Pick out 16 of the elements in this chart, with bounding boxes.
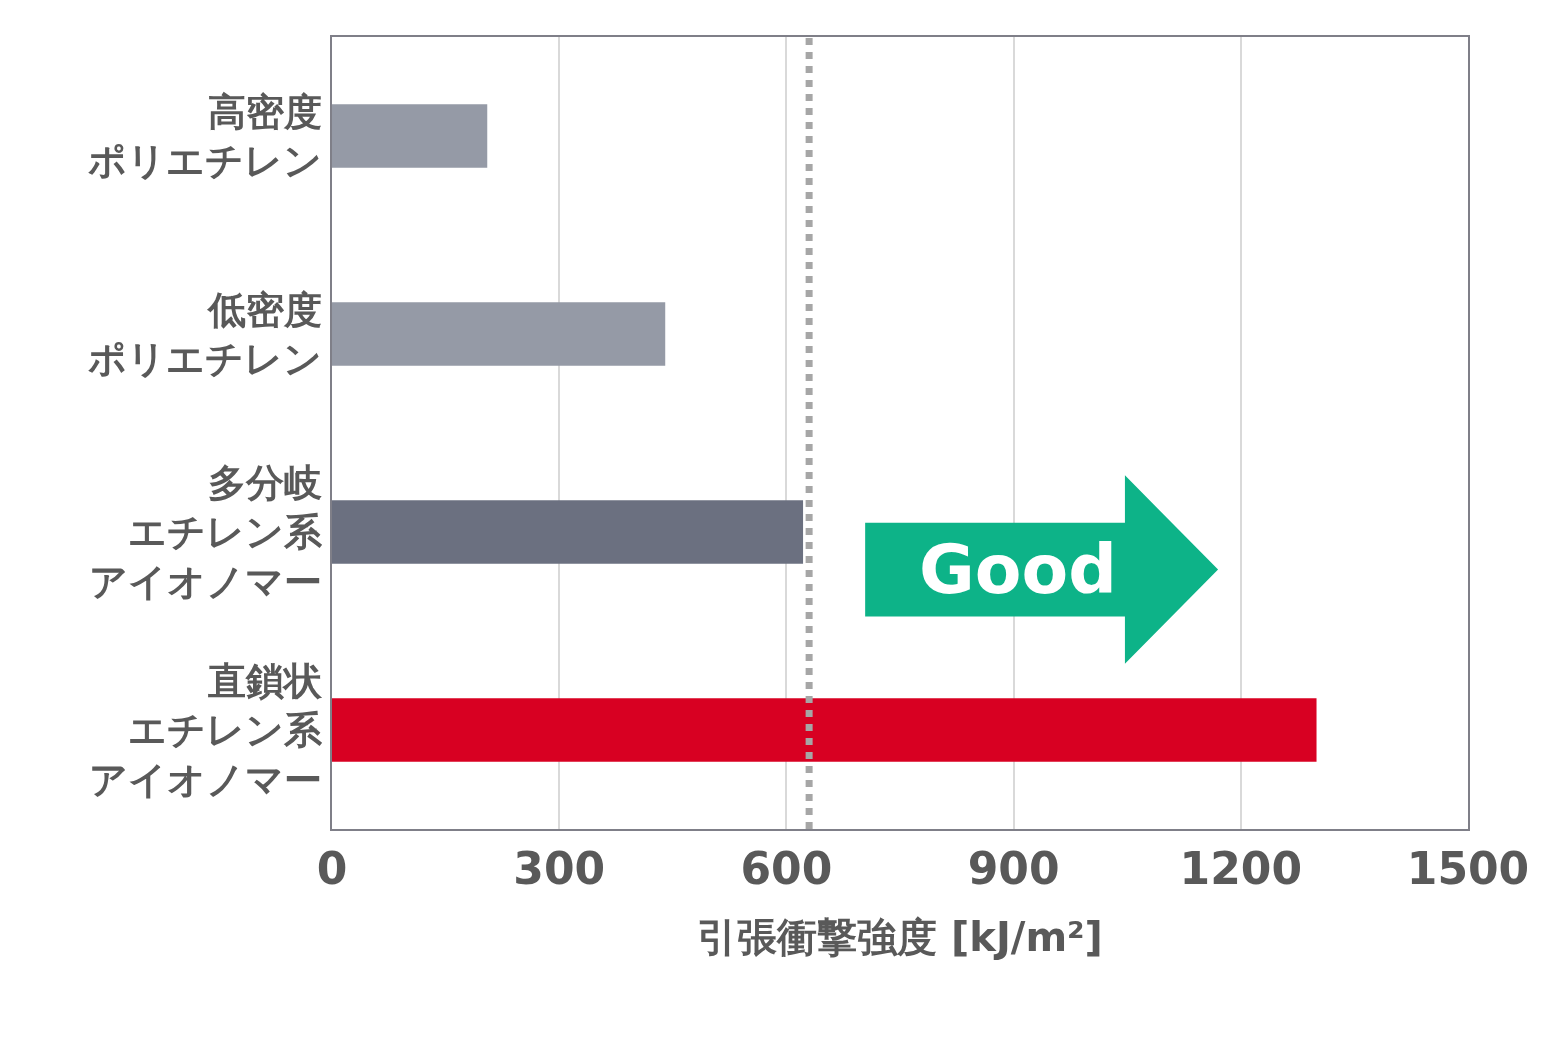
x-tick-label: 1200	[1179, 842, 1303, 894]
x-tick-label: 0	[316, 842, 348, 894]
x-axis-title: 引張衝撃強度 [kJ/m²]	[697, 913, 1103, 960]
bar	[332, 698, 1317, 762]
y-tick-label: 多分岐エチレン系アイオノマー	[89, 460, 324, 604]
x-tick-label: 600	[740, 842, 833, 894]
y-tick-label: 高密度ポリエチレン	[88, 89, 323, 183]
bar	[332, 500, 804, 564]
y-tick-label: 低密度ポリエチレン	[88, 287, 323, 381]
x-tick-label: 900	[967, 842, 1060, 894]
annotation: Good	[919, 530, 1117, 609]
x-tick-label: 300	[513, 842, 606, 894]
y-tick-label: 直鎖状エチレン系アイオノマー	[89, 658, 324, 802]
x-tick-label: 1500	[1406, 842, 1530, 894]
bar	[332, 302, 666, 366]
bar	[332, 104, 488, 168]
